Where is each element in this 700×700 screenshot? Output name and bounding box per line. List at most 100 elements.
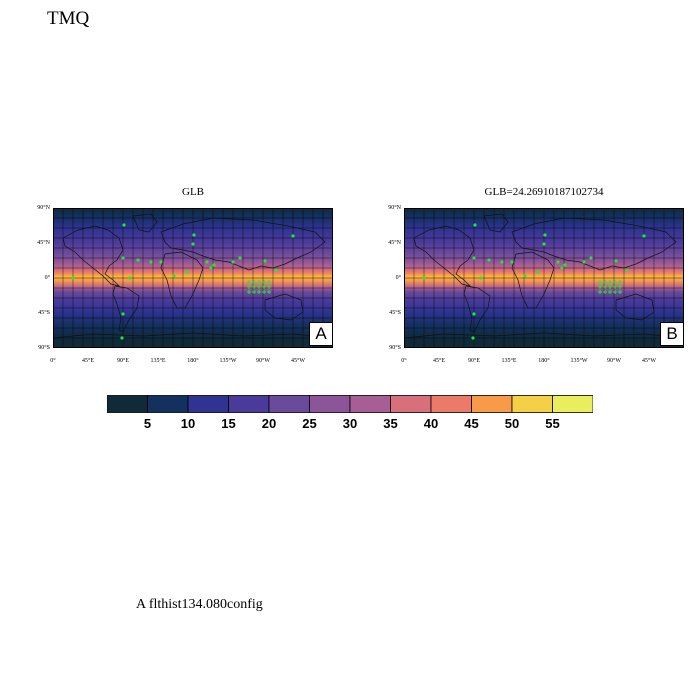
station-marker bbox=[191, 242, 195, 246]
station-marker bbox=[487, 258, 491, 262]
cluster-marker bbox=[267, 285, 271, 289]
cluster-marker bbox=[618, 290, 622, 294]
map-frame bbox=[404, 208, 684, 348]
station-marker bbox=[192, 233, 196, 237]
colorbar-swatch bbox=[107, 395, 148, 413]
green-markers bbox=[422, 223, 646, 340]
cluster-marker bbox=[613, 290, 617, 294]
station-marker bbox=[472, 312, 476, 316]
colorbar-swatch bbox=[471, 395, 513, 413]
station-marker bbox=[71, 276, 75, 280]
station-marker bbox=[274, 268, 278, 272]
map-b-lat-label: 0° bbox=[395, 275, 401, 281]
cluster-marker bbox=[598, 280, 602, 284]
station-marker bbox=[422, 276, 426, 280]
grid-lines bbox=[53, 208, 333, 348]
map-b-lat-label: 45°N bbox=[388, 240, 401, 246]
colorbar-swatch bbox=[147, 395, 189, 413]
station-marker bbox=[642, 234, 646, 238]
map-a-lon-label: 90°E bbox=[116, 358, 130, 364]
map-a-title: GLB bbox=[182, 186, 204, 198]
map-a-lon-label: 0° bbox=[50, 358, 56, 364]
cluster-marker bbox=[618, 280, 622, 284]
cluster-marker bbox=[257, 280, 261, 284]
grid-lines bbox=[404, 208, 684, 348]
station-marker bbox=[128, 276, 132, 280]
cluster-marker bbox=[252, 285, 256, 289]
station-marker bbox=[122, 223, 126, 227]
colorbar-swatch bbox=[430, 395, 472, 413]
map-b-lon-label: 135°E bbox=[501, 358, 517, 364]
station-marker bbox=[536, 270, 540, 274]
station-marker bbox=[556, 260, 560, 264]
map-a-lat-label: 0° bbox=[44, 275, 50, 281]
station-marker bbox=[231, 260, 235, 264]
cluster-marker bbox=[247, 285, 251, 289]
station-marker bbox=[479, 276, 483, 280]
map-b-plot bbox=[404, 208, 684, 348]
cluster-marker bbox=[247, 280, 251, 284]
colorbar-tick-label: 25 bbox=[302, 416, 317, 431]
colorbar-tick-label: 35 bbox=[383, 416, 398, 431]
station-marker bbox=[614, 259, 618, 263]
colorbar-swatch bbox=[390, 395, 432, 413]
station-marker bbox=[560, 266, 564, 270]
map-frame bbox=[53, 208, 333, 348]
station-marker bbox=[209, 266, 213, 270]
map-b-lon-label: 135°W bbox=[570, 358, 588, 364]
colorbar-tick-label: 15 bbox=[221, 416, 236, 431]
map-b-lon-label: 180° bbox=[538, 358, 550, 364]
colorbar-tick-label: 45 bbox=[464, 416, 479, 431]
colorbar-tick-label: 10 bbox=[180, 416, 196, 431]
colorbar-tick-label: 50 bbox=[504, 416, 520, 431]
cluster-marker bbox=[608, 285, 612, 289]
footer-caption: A flthist134.080config bbox=[136, 597, 263, 612]
map-b-title: GLB=24.26910187102734 bbox=[484, 186, 604, 198]
map-a-lon-label: 45°E bbox=[81, 358, 95, 364]
cluster-marker bbox=[598, 290, 602, 294]
station-marker bbox=[149, 260, 153, 264]
cluster-marker bbox=[267, 280, 271, 284]
map-a-lon-label: 45°W bbox=[290, 358, 306, 364]
station-marker bbox=[120, 336, 124, 340]
map-a-panel-letter: A bbox=[309, 322, 333, 346]
station-marker bbox=[212, 263, 216, 267]
map-a-lat-label: 45°N bbox=[37, 240, 50, 246]
station-marker bbox=[510, 260, 514, 264]
map-a-lat-label: 90°S bbox=[38, 345, 50, 351]
station-marker bbox=[523, 274, 527, 278]
map-b-lon-label: 45°W bbox=[641, 358, 657, 364]
map-a-lat-label: 45°S bbox=[38, 310, 50, 316]
colorbar-swatch bbox=[309, 395, 351, 413]
map-b-lon-label: 45°E bbox=[432, 358, 446, 364]
cluster-marker bbox=[613, 285, 617, 289]
station-marker bbox=[172, 274, 176, 278]
map-a-lon-label: 135°E bbox=[150, 358, 166, 364]
colorbar-swatch bbox=[268, 395, 310, 413]
station-marker bbox=[543, 233, 547, 237]
cluster-marker bbox=[603, 290, 607, 294]
colorbar-tick-label: 5 bbox=[143, 416, 152, 431]
station-marker bbox=[472, 256, 476, 260]
station-marker bbox=[185, 270, 189, 274]
colorbar-tick-label: 30 bbox=[342, 416, 358, 431]
station-marker bbox=[542, 242, 546, 246]
cluster-marker bbox=[247, 290, 251, 294]
map-b-lat-label: 90°N bbox=[388, 205, 401, 211]
map-b-panel-letter: B bbox=[660, 322, 684, 346]
station-marker bbox=[263, 259, 267, 263]
station-marker bbox=[471, 336, 475, 340]
station-marker bbox=[159, 260, 163, 264]
coastlines bbox=[404, 213, 684, 339]
station-marker bbox=[205, 260, 209, 264]
green-markers bbox=[71, 223, 295, 340]
station-marker bbox=[563, 263, 567, 267]
cluster-marker bbox=[613, 280, 617, 284]
station-marker bbox=[238, 256, 242, 260]
cluster-marker bbox=[262, 290, 266, 294]
colorbar-tick-label: 40 bbox=[423, 416, 439, 431]
station-marker bbox=[121, 256, 125, 260]
cluster-marker bbox=[262, 280, 266, 284]
cluster-marker bbox=[257, 290, 261, 294]
cluster-marker bbox=[608, 280, 612, 284]
